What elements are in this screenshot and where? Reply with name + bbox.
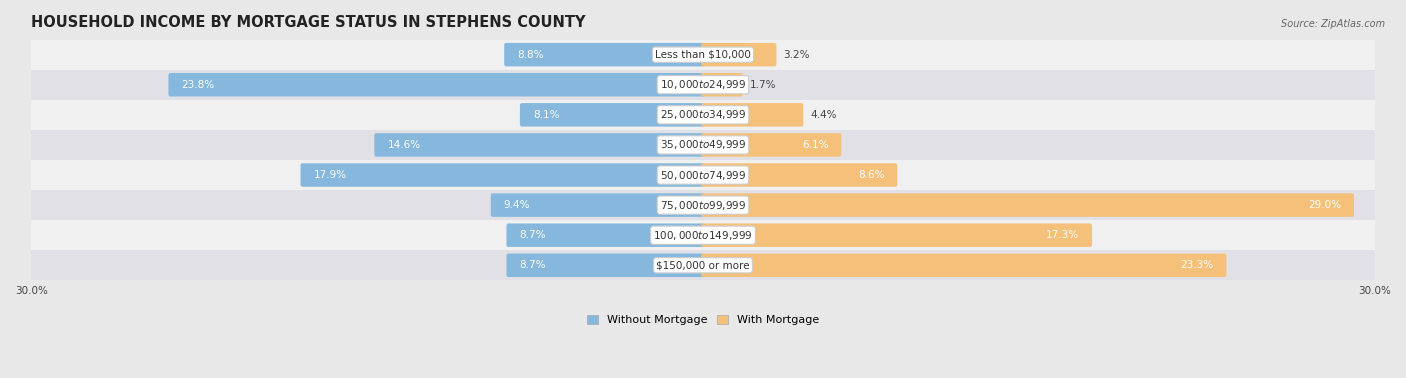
Text: $35,000 to $49,999: $35,000 to $49,999 xyxy=(659,138,747,152)
Text: 8.1%: 8.1% xyxy=(533,110,560,120)
Text: 8.7%: 8.7% xyxy=(519,260,546,270)
Text: 17.3%: 17.3% xyxy=(1046,230,1078,240)
FancyBboxPatch shape xyxy=(374,133,704,156)
Text: 29.0%: 29.0% xyxy=(1308,200,1341,210)
FancyBboxPatch shape xyxy=(506,223,704,247)
Bar xyxy=(8,190,1398,220)
FancyBboxPatch shape xyxy=(505,43,704,67)
Text: 6.1%: 6.1% xyxy=(801,140,828,150)
FancyBboxPatch shape xyxy=(702,43,776,67)
FancyBboxPatch shape xyxy=(702,103,803,127)
Text: Source: ZipAtlas.com: Source: ZipAtlas.com xyxy=(1281,19,1385,29)
Text: $25,000 to $34,999: $25,000 to $34,999 xyxy=(659,108,747,121)
Bar xyxy=(8,130,1398,160)
FancyBboxPatch shape xyxy=(506,254,704,277)
Text: Less than $10,000: Less than $10,000 xyxy=(655,50,751,60)
FancyBboxPatch shape xyxy=(702,73,742,96)
FancyBboxPatch shape xyxy=(301,163,704,187)
FancyBboxPatch shape xyxy=(702,163,897,187)
Text: 8.6%: 8.6% xyxy=(858,170,884,180)
Text: 17.9%: 17.9% xyxy=(314,170,347,180)
Text: 23.8%: 23.8% xyxy=(181,80,215,90)
Text: $150,000 or more: $150,000 or more xyxy=(657,260,749,270)
Text: $75,000 to $99,999: $75,000 to $99,999 xyxy=(659,198,747,212)
FancyBboxPatch shape xyxy=(702,223,1092,247)
Text: 3.2%: 3.2% xyxy=(783,50,810,60)
FancyBboxPatch shape xyxy=(491,194,704,217)
Text: 23.3%: 23.3% xyxy=(1180,260,1213,270)
Legend: Without Mortgage, With Mortgage: Without Mortgage, With Mortgage xyxy=(582,311,824,330)
Text: $50,000 to $74,999: $50,000 to $74,999 xyxy=(659,169,747,181)
Text: $100,000 to $149,999: $100,000 to $149,999 xyxy=(654,229,752,242)
Text: 14.6%: 14.6% xyxy=(388,140,420,150)
Bar xyxy=(8,100,1398,130)
Bar xyxy=(8,220,1398,250)
FancyBboxPatch shape xyxy=(702,133,841,156)
Bar xyxy=(8,70,1398,100)
FancyBboxPatch shape xyxy=(520,103,704,127)
Text: 8.8%: 8.8% xyxy=(517,50,544,60)
FancyBboxPatch shape xyxy=(702,194,1354,217)
Text: HOUSEHOLD INCOME BY MORTGAGE STATUS IN STEPHENS COUNTY: HOUSEHOLD INCOME BY MORTGAGE STATUS IN S… xyxy=(31,15,586,30)
Bar xyxy=(8,160,1398,190)
FancyBboxPatch shape xyxy=(169,73,704,96)
Text: 9.4%: 9.4% xyxy=(503,200,530,210)
Text: 4.4%: 4.4% xyxy=(810,110,837,120)
Bar xyxy=(8,40,1398,70)
FancyBboxPatch shape xyxy=(702,254,1226,277)
Text: 8.7%: 8.7% xyxy=(519,230,546,240)
Text: 1.7%: 1.7% xyxy=(749,80,776,90)
Text: $10,000 to $24,999: $10,000 to $24,999 xyxy=(659,78,747,91)
Bar xyxy=(8,250,1398,280)
